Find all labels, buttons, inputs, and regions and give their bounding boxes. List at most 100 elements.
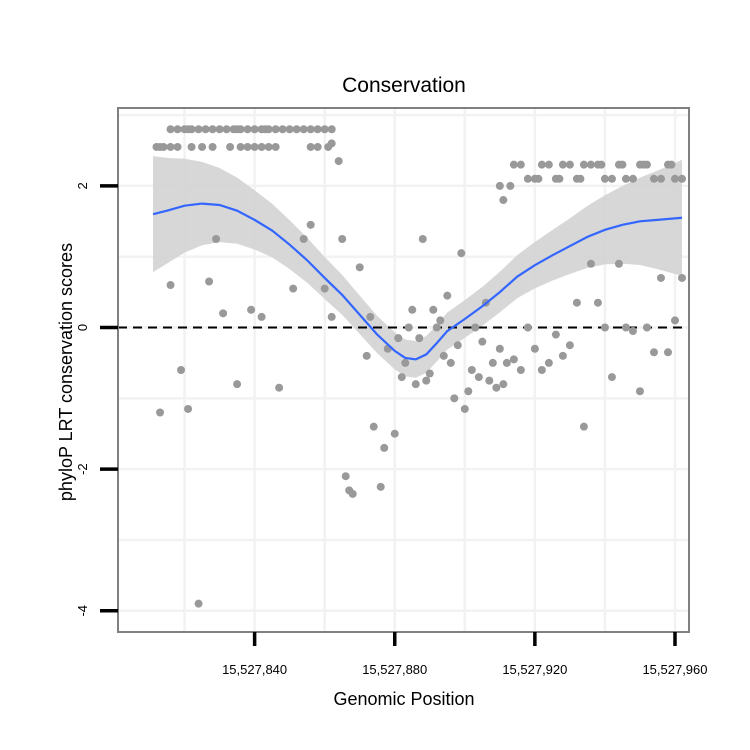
data-point — [289, 284, 298, 293]
data-point — [579, 160, 588, 169]
data-point — [600, 174, 609, 183]
data-point — [464, 387, 473, 396]
data-point — [334, 157, 343, 166]
data-point — [516, 160, 525, 169]
data-point — [187, 142, 196, 151]
data-point — [607, 174, 616, 183]
data-point — [436, 316, 445, 325]
data-point — [390, 429, 399, 438]
data-point — [166, 281, 175, 290]
data-point — [313, 125, 322, 134]
data-point — [667, 160, 676, 169]
data-point — [537, 160, 546, 169]
data-point — [236, 125, 245, 134]
panel-border — [117, 107, 690, 633]
data-point — [565, 341, 574, 350]
data-point — [275, 383, 284, 392]
data-point — [380, 443, 389, 452]
data-point — [635, 387, 644, 396]
data-point — [453, 341, 462, 350]
data-point — [306, 220, 315, 229]
data-point — [670, 174, 679, 183]
data-point — [523, 323, 532, 332]
data-point — [212, 235, 221, 243]
data-point — [394, 334, 403, 343]
data-point — [226, 142, 235, 151]
data-point — [425, 369, 434, 378]
data-point — [173, 125, 182, 134]
data-point — [243, 125, 252, 134]
data-point — [184, 404, 193, 413]
data-point — [649, 174, 658, 183]
data-point — [247, 305, 256, 314]
data-point — [506, 181, 515, 190]
data-point — [450, 394, 459, 403]
data-point — [219, 309, 228, 318]
data-point — [607, 373, 616, 382]
data-point — [264, 142, 273, 151]
data-point — [474, 373, 483, 382]
data-point — [257, 142, 266, 151]
data-point — [313, 142, 322, 151]
data-point — [166, 125, 175, 134]
data-point — [523, 174, 532, 183]
x-tick-label: 15,527,920 — [502, 662, 567, 677]
data-point — [593, 298, 602, 307]
data-point — [257, 312, 266, 321]
smooth-line — [152, 202, 683, 361]
data-point — [618, 160, 627, 169]
data-point — [600, 323, 609, 332]
data-point — [341, 472, 350, 481]
data-point — [572, 298, 581, 307]
data-point — [534, 174, 543, 183]
data-point — [579, 422, 588, 431]
data-points — [152, 125, 686, 608]
y-tick-label: -4 — [75, 605, 90, 617]
data-point — [663, 348, 672, 357]
data-point — [460, 404, 469, 413]
data-point — [485, 376, 494, 385]
data-point — [509, 355, 518, 364]
data-point — [670, 316, 679, 325]
data-point — [401, 358, 410, 367]
data-point — [236, 142, 245, 151]
data-point — [156, 408, 165, 417]
x-tick-label: 15,527,880 — [362, 662, 427, 677]
data-point — [173, 142, 182, 151]
data-point — [327, 139, 336, 148]
data-point — [544, 160, 553, 169]
data-point — [366, 312, 375, 321]
data-point — [443, 291, 452, 300]
data-point — [369, 422, 378, 431]
x-axis-label: Genomic Position — [333, 689, 474, 709]
data-point — [355, 263, 364, 272]
data-point — [558, 160, 567, 169]
data-point — [642, 323, 651, 332]
data-point — [446, 358, 455, 367]
data-point — [677, 174, 686, 183]
data-point — [320, 125, 329, 134]
data-point — [222, 125, 231, 134]
data-point — [348, 489, 357, 498]
data-point — [467, 366, 476, 374]
data-point — [502, 358, 511, 367]
data-point — [422, 376, 431, 385]
data-point — [166, 142, 175, 151]
data-point — [576, 174, 585, 183]
data-point — [628, 174, 637, 183]
data-point — [187, 125, 196, 134]
x-tick-label: 15,527,960 — [642, 662, 707, 677]
data-point — [471, 323, 480, 332]
data-point — [362, 351, 371, 360]
data-point — [250, 142, 259, 151]
data-point — [292, 125, 301, 134]
data-point — [495, 181, 504, 190]
data-point — [628, 327, 637, 336]
data-point — [411, 380, 420, 389]
y-tick-label: 2 — [75, 182, 90, 189]
data-point — [205, 277, 214, 286]
data-point — [642, 160, 651, 169]
data-point — [597, 160, 606, 169]
data-point — [649, 348, 658, 357]
